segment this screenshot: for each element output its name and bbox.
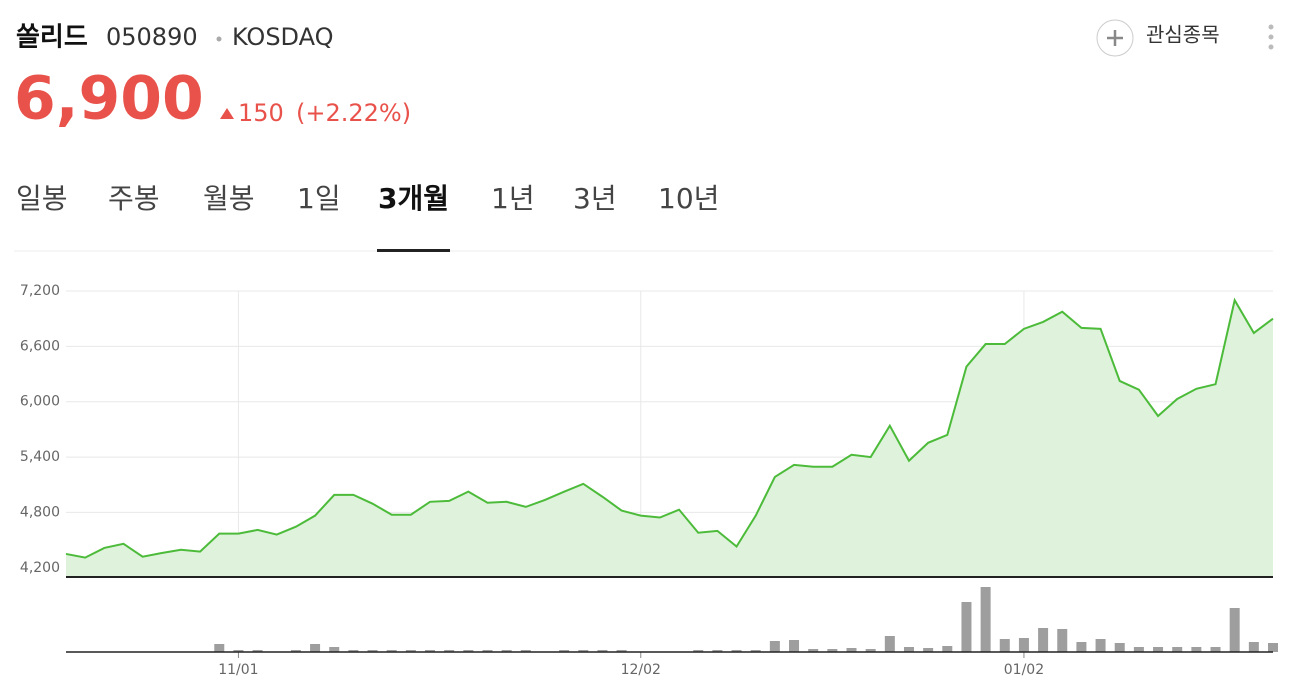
volume-bar bbox=[348, 650, 359, 652]
x-tick-label: 12/02 bbox=[621, 662, 661, 678]
volume-bar bbox=[693, 650, 704, 652]
volume-bar bbox=[789, 640, 800, 652]
market: KOSDAQ bbox=[232, 23, 334, 51]
volume-bar bbox=[1229, 608, 1240, 652]
volume-bar bbox=[1153, 647, 1164, 652]
volume-bar bbox=[1057, 629, 1068, 652]
volume-bar bbox=[1248, 642, 1259, 652]
tab[interactable]: 월봉 bbox=[203, 182, 255, 215]
change: 150 bbox=[238, 99, 284, 127]
y-tick-label: 5,400 bbox=[20, 449, 60, 465]
volume-bar bbox=[425, 650, 436, 652]
tab[interactable]: 10년 bbox=[658, 182, 719, 215]
volume-bar bbox=[1210, 647, 1221, 652]
tab[interactable]: 주봉 bbox=[108, 182, 160, 215]
y-tick-label: 4,800 bbox=[20, 504, 60, 520]
volume-bar bbox=[923, 648, 934, 652]
volume-bar bbox=[1018, 638, 1029, 652]
volume-bar bbox=[1268, 643, 1278, 652]
plus bbox=[1107, 30, 1123, 46]
volume-bar bbox=[1172, 647, 1183, 652]
volume-bar bbox=[846, 648, 857, 652]
y-tick-label: 6,600 bbox=[20, 338, 60, 354]
y-tick-label: 7,200 bbox=[20, 283, 60, 299]
volume-bar bbox=[865, 649, 876, 652]
volume-bar bbox=[444, 650, 455, 652]
price: 6,900 bbox=[14, 64, 204, 134]
x-tick-label: 01/02 bbox=[1004, 662, 1044, 678]
volume-bar bbox=[559, 650, 570, 652]
volume-bar bbox=[942, 646, 953, 652]
volume-bar bbox=[731, 650, 742, 652]
volume-bar bbox=[520, 650, 531, 652]
y-tick-label: 6,000 bbox=[20, 394, 60, 410]
area bbox=[66, 300, 1273, 577]
volume-bar bbox=[386, 650, 397, 652]
volume-bar bbox=[903, 647, 914, 652]
volume-bar bbox=[750, 650, 761, 652]
volume-bar bbox=[501, 650, 512, 652]
volume-bar bbox=[1133, 647, 1144, 652]
volume-bar bbox=[769, 641, 780, 652]
volume-bar bbox=[290, 650, 301, 652]
tab[interactable]: 1년 bbox=[491, 182, 535, 215]
price-line bbox=[65, 297, 1274, 559]
tab[interactable]: 일봉 bbox=[16, 182, 68, 215]
watch-button[interactable]: 관심종목 bbox=[1096, 19, 1220, 57]
change-pct: (+2.22%) bbox=[296, 99, 411, 127]
volume-bar bbox=[463, 650, 474, 652]
volume-bar bbox=[808, 649, 819, 652]
up-arrow bbox=[220, 108, 234, 119]
x-tick-label: 11/01 bbox=[218, 662, 258, 678]
volume-bar bbox=[1114, 643, 1125, 652]
watch-label[interactable]: 관심종목 bbox=[1146, 23, 1220, 47]
volume-bar bbox=[999, 639, 1010, 652]
volume-bar bbox=[616, 650, 627, 652]
volume-bar bbox=[884, 636, 895, 652]
volume-bar bbox=[310, 644, 321, 652]
tab[interactable]: 3개월 bbox=[378, 182, 449, 215]
volume-bar bbox=[329, 647, 340, 652]
separator bbox=[216, 36, 222, 42]
volume-bar bbox=[578, 650, 589, 652]
volume-bar bbox=[961, 602, 972, 652]
volume-bar bbox=[1076, 642, 1087, 652]
volume-bar bbox=[1191, 647, 1202, 652]
volume-bar bbox=[597, 650, 608, 652]
tab-underline bbox=[377, 249, 451, 252]
volume-bar bbox=[827, 649, 838, 652]
volume-bar bbox=[482, 650, 493, 652]
volume-bar bbox=[712, 650, 723, 652]
volume-bar bbox=[1038, 628, 1049, 652]
volume-bar bbox=[214, 644, 225, 652]
stock-name: 쏠리드 bbox=[16, 23, 88, 53]
volume-bar bbox=[405, 650, 416, 652]
y-tick-label: 4,200 bbox=[20, 560, 60, 576]
volume-bar bbox=[980, 587, 991, 652]
tab[interactable]: 1일 bbox=[297, 182, 341, 215]
volume-bar bbox=[252, 650, 263, 652]
volume-bar bbox=[1095, 639, 1106, 652]
volume-bar bbox=[233, 650, 244, 652]
tab[interactable]: 3년 bbox=[573, 182, 617, 215]
stock-code: 050890 bbox=[106, 23, 198, 51]
volume-bar bbox=[367, 650, 378, 652]
more-menu[interactable] bbox=[1268, 24, 1274, 50]
